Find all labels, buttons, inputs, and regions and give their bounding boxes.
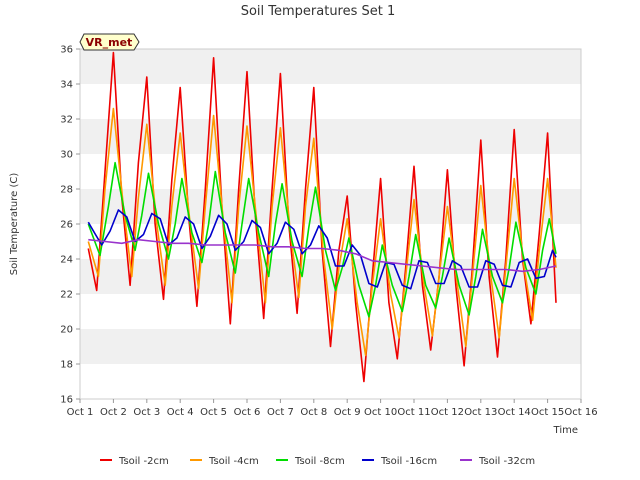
x-tick-label: Oct 14 bbox=[498, 407, 531, 418]
x-tick-label: Oct 10 bbox=[364, 407, 397, 418]
badge-shape bbox=[79, 33, 140, 51]
x-tick-label: Oct 16 bbox=[564, 407, 597, 418]
grid-band bbox=[80, 189, 581, 224]
series-line-tsoil-16cm bbox=[87, 209, 557, 290]
x-tick-label: Oct 5 bbox=[200, 407, 227, 418]
y-axis: 16 18 20 22 24 26 28 30 32 34 36 bbox=[60, 45, 80, 406]
series-line-tsoil-2cm bbox=[87, 51, 557, 383]
x-tick-label: Oct 13 bbox=[464, 407, 497, 418]
site-badge: VR_met bbox=[79, 33, 140, 51]
series-line-tsoil-8cm bbox=[87, 161, 557, 318]
series-line-tsoil-4cm bbox=[87, 107, 557, 357]
y-tick-label: 18 bbox=[60, 360, 73, 371]
x-tick-label: Oct 12 bbox=[431, 407, 464, 418]
grid-band bbox=[80, 119, 581, 154]
y-tick-label: 24 bbox=[60, 255, 73, 266]
grid-band bbox=[80, 84, 581, 119]
x-tick-label: Oct 15 bbox=[531, 407, 564, 418]
x-tick-label: Oct 6 bbox=[234, 407, 261, 418]
legend: Tsoil -2cm Tsoil -4cm Tsoil -8cm Tsoil -16c… bbox=[100, 456, 535, 467]
y-tick-label: 22 bbox=[60, 290, 73, 301]
y-tick-label: 28 bbox=[60, 185, 73, 196]
x-tick-label: Oct 1 bbox=[67, 407, 94, 418]
x-tick-label: Oct 2 bbox=[100, 407, 127, 418]
x-axis-label: Time bbox=[553, 425, 578, 436]
legend-label: Tsoil -4cm bbox=[208, 456, 259, 467]
y-axis-label: Soil Temperature (C) bbox=[9, 173, 20, 276]
grid-band bbox=[80, 364, 581, 399]
x-tick-label: Oct 3 bbox=[133, 407, 160, 418]
x-axis: Oct 1 Oct 2 Oct 3 Oct 4 Oct 5 Oct 6 Oct 7 Oct 8… bbox=[67, 399, 598, 418]
legend-label: Tsoil -2cm bbox=[118, 456, 169, 467]
series-line-tsoil-32cm bbox=[88, 238, 557, 273]
y-tick-label: 26 bbox=[60, 220, 73, 231]
y-tick-label: 20 bbox=[60, 325, 73, 336]
badge-label: VR_met bbox=[86, 36, 133, 49]
legend-label: Tsoil -16cm bbox=[380, 456, 437, 467]
y-tick-label: 34 bbox=[60, 80, 73, 91]
y-tick-label: 30 bbox=[60, 150, 73, 161]
y-tick-label: 32 bbox=[60, 115, 73, 126]
y-tick-label: 36 bbox=[60, 45, 73, 56]
legend-label: Tsoil -8cm bbox=[294, 456, 345, 467]
legend-label: Tsoil -32cm bbox=[478, 456, 535, 467]
x-tick-label: Oct 11 bbox=[397, 407, 430, 418]
x-tick-label: Oct 9 bbox=[334, 407, 361, 418]
chart-title: Soil Temperatures Set 1 bbox=[241, 4, 396, 19]
y-tick-label: 16 bbox=[60, 395, 73, 406]
series-layer bbox=[87, 51, 557, 383]
x-tick-label: Oct 7 bbox=[267, 407, 294, 418]
x-tick-label: Oct 8 bbox=[300, 407, 327, 418]
grid-band bbox=[80, 154, 581, 189]
grid-band bbox=[80, 49, 581, 84]
x-tick-label: Oct 4 bbox=[167, 407, 194, 418]
